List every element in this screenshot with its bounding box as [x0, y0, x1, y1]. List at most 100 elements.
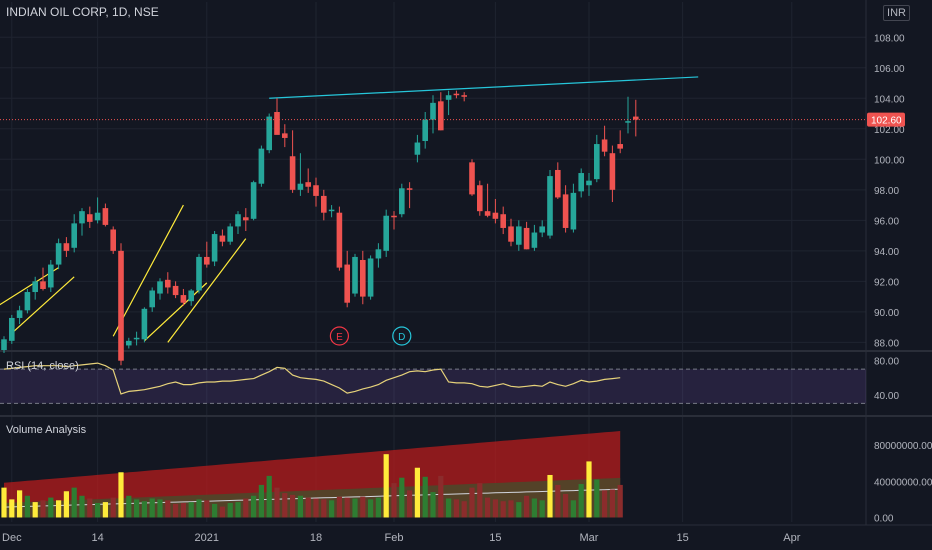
- price-tick-label: 90.00: [874, 308, 899, 319]
- trendline: [269, 76, 699, 99]
- candle-body: [102, 208, 109, 225]
- volume-bar: [274, 487, 280, 518]
- volume-bar: [227, 503, 233, 518]
- volume-bar: [555, 484, 561, 518]
- volume-bar: [102, 502, 108, 518]
- volume-bar: [313, 498, 319, 518]
- candle-body: [461, 95, 467, 97]
- volume-bar: [438, 475, 444, 518]
- trendline: [11, 276, 75, 334]
- volume-bar: [126, 495, 132, 518]
- candle-body: [516, 226, 522, 245]
- volume-bar: [235, 502, 241, 518]
- volume-bar: [602, 490, 608, 518]
- volume-bar: [17, 490, 23, 518]
- candle-body: [32, 281, 38, 293]
- volume-bar: [617, 484, 623, 518]
- volume-tick-label: 0.00: [874, 513, 894, 524]
- volume-bar: [453, 499, 459, 518]
- candle-body: [55, 243, 62, 265]
- time-tick-label: 14: [91, 532, 103, 544]
- candle-body: [547, 176, 553, 236]
- volume-bar: [586, 461, 592, 518]
- volume-bar: [414, 467, 420, 518]
- volume-bar: [9, 499, 15, 518]
- volume-bar: [477, 483, 483, 518]
- volume-bar: [446, 498, 452, 518]
- candle-body: [243, 217, 249, 221]
- volume-bar: [609, 489, 615, 518]
- volume-bar: [430, 492, 436, 518]
- candle-body: [1, 339, 7, 350]
- volume-bar: [508, 500, 514, 518]
- candle-body: [211, 234, 218, 262]
- candle-body: [321, 195, 327, 213]
- candle-body: [235, 214, 241, 227]
- candle-body: [313, 185, 319, 196]
- volume-tick-label: 40000000.00: [874, 477, 932, 488]
- volume-bar: [383, 454, 389, 518]
- price-tick-label: 102.00: [874, 125, 905, 136]
- candle-body: [633, 116, 639, 120]
- candle-body: [578, 173, 584, 192]
- price-tick-label: 96.00: [874, 216, 899, 227]
- candle-body: [328, 209, 335, 212]
- currency-badge[interactable]: INR: [883, 5, 910, 21]
- time-tick-label: Feb: [385, 532, 404, 544]
- volume-bar: [305, 497, 311, 518]
- volume-bar: [134, 499, 140, 518]
- candle-body: [24, 292, 31, 311]
- volume-bar: [516, 502, 522, 518]
- volume-bar: [297, 495, 303, 518]
- price-tick-label: 98.00: [874, 186, 899, 197]
- candle-body: [414, 142, 421, 155]
- price-tick-label: 88.00: [874, 338, 899, 349]
- price-tick-label: 104.00: [874, 94, 905, 105]
- candle-body: [289, 156, 296, 190]
- candle-body: [367, 258, 374, 297]
- volume-bar: [258, 484, 264, 518]
- candle-body: [48, 264, 54, 288]
- last-price-label: 102.60: [871, 116, 902, 127]
- volume-legend-label[interactable]: Volume Analysis: [6, 424, 87, 436]
- candle-body: [9, 317, 15, 341]
- candle-body: [79, 211, 85, 224]
- volume-bar: [329, 500, 335, 518]
- volume-tick-label: 80000000.00: [874, 441, 932, 452]
- candle-body: [477, 185, 483, 212]
- time-tick-label: Mar: [580, 532, 599, 544]
- volume-bar: [578, 484, 584, 518]
- candle-body: [508, 226, 514, 242]
- candle-body: [204, 256, 210, 265]
- candle-body: [391, 215, 397, 218]
- candle-body: [63, 243, 70, 251]
- rsi-legend-label[interactable]: RSI (14, close): [6, 360, 79, 372]
- volume-bar: [95, 503, 101, 518]
- event-marker-e: [329, 326, 349, 346]
- price-tick-label: 100.00: [874, 155, 905, 166]
- volume-bar: [469, 487, 475, 518]
- candle-body: [609, 153, 616, 190]
- time-tick-label: Dec: [2, 532, 22, 544]
- volume-bar: [282, 493, 288, 518]
- volume-bar: [547, 474, 553, 518]
- rsi-band: [0, 369, 866, 404]
- candle-body: [484, 211, 491, 216]
- volume-bar: [219, 506, 225, 518]
- candle-body: [266, 116, 272, 151]
- volume-bar: [360, 496, 366, 518]
- volume-bar: [492, 499, 498, 518]
- candle-body: [399, 188, 405, 215]
- trendline: [167, 238, 247, 343]
- candle-body: [539, 226, 545, 233]
- volume-bar: [251, 495, 257, 518]
- rsi-line: [3, 362, 621, 395]
- candle-body: [227, 226, 233, 242]
- candle-body: [625, 121, 631, 123]
- volume-bar: [391, 483, 397, 518]
- rsi-tick-label: 40.00: [874, 391, 899, 402]
- candle-body: [118, 250, 124, 361]
- event-marker-d: [392, 326, 412, 346]
- volume-bar: [290, 494, 296, 518]
